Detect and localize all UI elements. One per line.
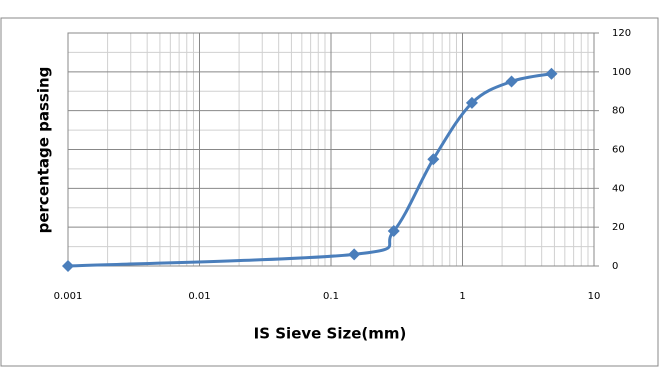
y-tick-label: 60 <box>612 145 625 156</box>
y-tick-label: 100 <box>612 67 631 78</box>
data-marker <box>62 260 74 272</box>
data-marker <box>427 153 440 166</box>
data-marker <box>348 248 361 261</box>
data-marker <box>505 75 518 88</box>
data-line <box>67 72 552 268</box>
x-tick-label: 0.1 <box>323 291 339 302</box>
x-tick-label: 10 <box>588 291 601 302</box>
x-axis-title: IS Sieve Size(mm) <box>254 325 407 343</box>
x-tick-label: 0.001 <box>54 291 83 302</box>
data-marker <box>387 225 400 238</box>
x-tick-label: 1 <box>459 291 465 302</box>
y-tick-label: 120 <box>612 28 631 39</box>
y-tick-label: 0 <box>612 261 618 272</box>
y-tick-label: 80 <box>612 106 625 117</box>
x-tick-label: 0.01 <box>188 291 210 302</box>
data-marker <box>465 96 478 109</box>
y-tick-label: 20 <box>612 222 625 233</box>
y-tick-label: 40 <box>612 183 625 194</box>
data-marker <box>545 67 558 80</box>
y-axis-title: percentage passing <box>35 67 53 234</box>
